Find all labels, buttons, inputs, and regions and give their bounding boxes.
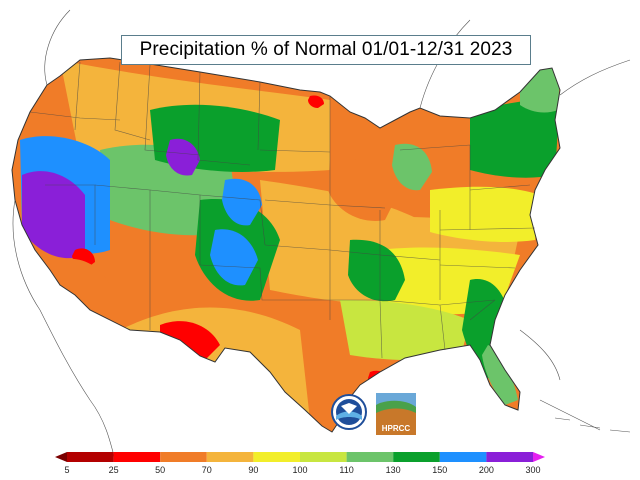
legend-tick-label: 25 — [108, 465, 119, 475]
legend-tick-label: 130 — [385, 465, 401, 475]
legend-swatch — [533, 452, 545, 462]
legend-swatch — [67, 452, 114, 462]
legend-tick-label: 5 — [64, 465, 70, 475]
legend-swatch — [300, 452, 347, 462]
legend: 5 25 50 70 90 100 110 130 150 200 300 — [55, 452, 545, 476]
map-title: Precipitation % of Normal 01/01-12/31 20… — [139, 39, 513, 60]
hprcc-logo: HPRCC — [376, 393, 416, 435]
legend-swatch — [55, 452, 67, 462]
legend-swatch — [393, 452, 440, 462]
legend-tick-label: 200 — [478, 465, 494, 475]
legend-tick-label: 50 — [155, 465, 166, 475]
legend-tick-label: 100 — [292, 465, 308, 475]
legend-swatch — [206, 452, 254, 462]
legend-swatch — [253, 452, 300, 462]
legend-swatch — [346, 452, 394, 462]
title-box: Precipitation % of Normal 01/01-12/31 20… — [121, 35, 531, 65]
legend-tick-label: 150 — [432, 465, 448, 475]
svg-text:HPRCC: HPRCC — [382, 424, 411, 433]
legend-swatch — [486, 452, 533, 462]
legend-color-bar — [55, 452, 545, 462]
legend-tick-label: 110 — [339, 465, 354, 475]
legend-tick-label: 300 — [525, 465, 541, 475]
noaa-logo — [331, 394, 367, 430]
legend-tick-label: 90 — [248, 465, 259, 475]
legend-swatch — [113, 452, 161, 462]
legend-swatch — [160, 452, 207, 462]
legend-swatch — [439, 452, 487, 462]
legend-tick-label: 70 — [201, 465, 212, 475]
